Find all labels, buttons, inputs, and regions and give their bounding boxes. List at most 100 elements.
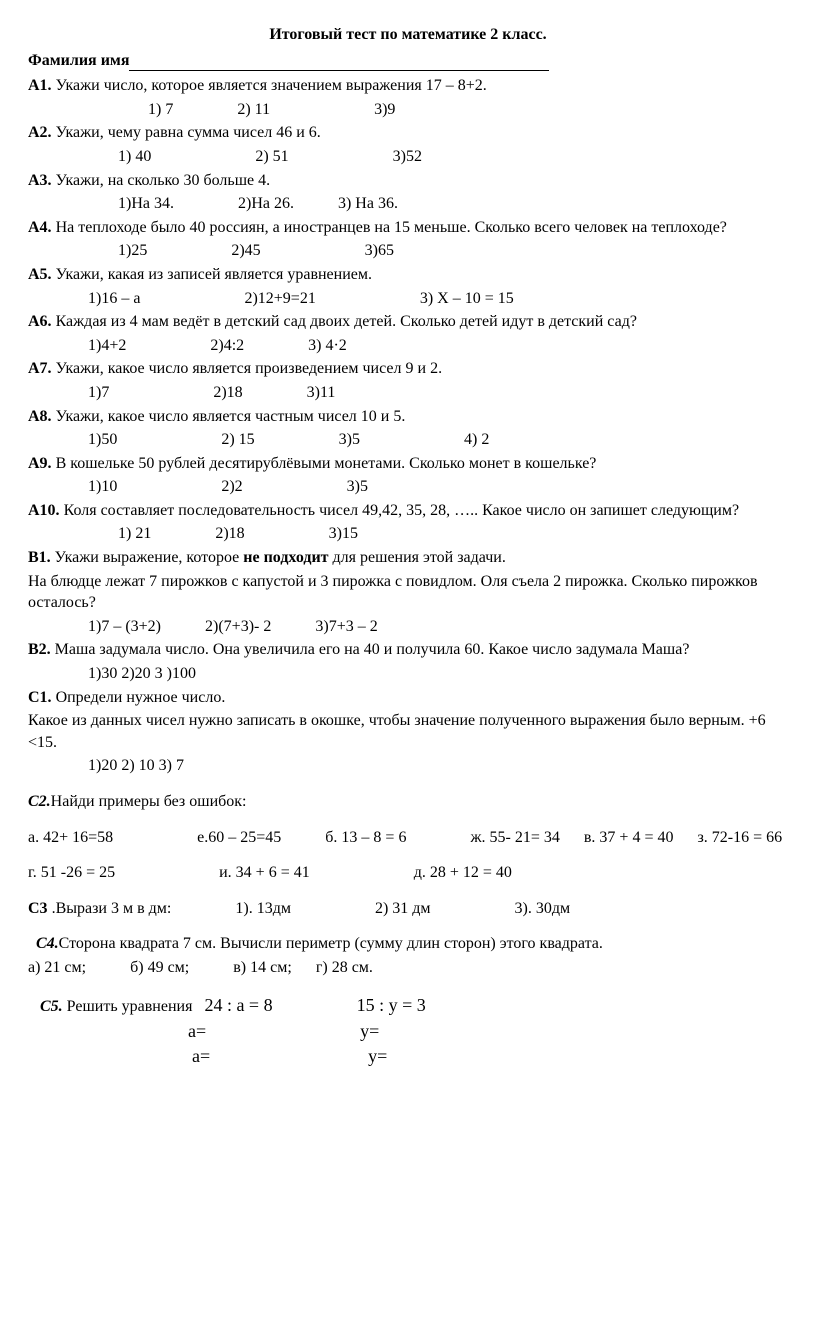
a6-o2: 2)4:2	[210, 337, 244, 354]
a8-o2: 2) 15	[221, 431, 254, 448]
c2-e: е.60 – 25=45	[197, 829, 281, 846]
a1-o1: 1) 7	[148, 101, 173, 118]
q-a5: А5. Укажи, какая из записей является ура…	[28, 264, 788, 286]
c2-a: а. 42+ 16=58	[28, 829, 113, 846]
q-a8-text: Укажи, какое число является частным чисе…	[52, 408, 406, 425]
q-a6-text: Каждая из 4 мам ведёт в детский сад двои…	[52, 313, 637, 330]
q-a6: А6. Каждая из 4 мам ведёт в детский сад …	[28, 311, 788, 333]
a8-o1: 1)50	[88, 431, 117, 448]
name-underline[interactable]	[129, 70, 549, 71]
c5-y1: y=	[360, 1021, 379, 1041]
c2-zh: ж. 55- 21= 34	[470, 829, 559, 846]
c3-o3: 3). 30дм	[515, 900, 571, 917]
q-a1-opts: 1) 7 2) 11 3)9	[148, 99, 788, 121]
q-a9: А9. В кошельке 50 рублей десятирублёвыми…	[28, 453, 788, 475]
q-a2-label: А2.	[28, 124, 52, 141]
a9-o1: 1)10	[88, 478, 117, 495]
q-c5: С5. Решить уравнения 24 : a = 8 15 : y =…	[28, 993, 788, 1018]
c3-o1: 1). 13дм	[235, 900, 291, 917]
a5-o1: 1)16 – a	[88, 290, 140, 307]
q-b1-t3: для решения этой задачи.	[329, 549, 506, 566]
a2-o1: 1) 40	[118, 148, 151, 165]
q-a5-opts: 1)16 – a 2)12+9=21 3) Х – 10 = 15	[88, 288, 788, 310]
c2-d: д. 28 + 12 = 40	[414, 864, 512, 881]
q-c1: С1. Определи нужное число.	[28, 687, 788, 709]
a10-o1: 1) 21	[118, 525, 151, 542]
a7-o1: 1)7	[88, 384, 109, 401]
q-c5-label: С5.	[40, 998, 63, 1015]
c2-i: и. 34 + 6 = 41	[219, 864, 310, 881]
q-c4-text: Сторона квадрата 7 см. Вычисли периметр …	[59, 935, 603, 952]
q-a6-label: А6.	[28, 313, 52, 330]
b1-o3: 3)7+3 – 2	[315, 618, 377, 635]
q-a10-label: А10.	[28, 502, 60, 519]
q-c2: С2.Найди примеры без ошибок:	[28, 791, 788, 813]
c2-z: з. 72-16 = 66	[697, 829, 782, 846]
c5-row2: a= y=	[188, 1044, 788, 1069]
q-a4-text: На теплоходе было 40 россиян, а иностран…	[52, 219, 727, 236]
q-c2-row2: г. 51 -26 = 25 и. 34 + 6 = 41 д. 28 + 12…	[28, 862, 788, 884]
q-a1-label: А1.	[28, 77, 52, 94]
c2-v: в. 37 + 4 = 40	[584, 829, 674, 846]
c5-a2: a=	[192, 1046, 210, 1066]
q-c2-label: С2.	[28, 793, 51, 810]
c5-row1: a= y=	[188, 1019, 788, 1044]
q-b2-opts: 1)30 2)20 3 )100	[88, 663, 788, 685]
q-a8-label: А8.	[28, 408, 52, 425]
b1-o1: 1)7 – (3+2)	[88, 618, 161, 635]
q-c4-opts: а) 21 см; б) 49 см; в) 14 см; г) 28 см.	[28, 957, 788, 979]
a9-o2: 2)2	[221, 478, 242, 495]
b1-o2: 2)(7+3)- 2	[205, 618, 271, 635]
q-a10: А10. Коля составляет последовательность …	[28, 500, 788, 522]
a9-o3: 3)5	[347, 478, 368, 495]
q-a8: А8. Укажи, какое число является частным …	[28, 406, 788, 428]
q-c1-label: С1.	[28, 689, 52, 706]
a2-o3: 3)52	[393, 148, 422, 165]
q-c3: С3 .Вырази 3 м в дм: 1). 13дм 2) 31 дм 3…	[28, 898, 788, 920]
a6-o1: 1)4+2	[88, 337, 126, 354]
q-b2-text: Маша задумала число. Она увеличила его н…	[51, 641, 690, 658]
q-c1-opts: 1)20 2) 10 3) 7	[88, 755, 788, 777]
q-c5-text: Решить уравнения	[63, 998, 193, 1015]
q-a6-opts: 1)4+2 2)4:2 3) 4·2	[88, 335, 788, 357]
q-b2: B2. Маша задумала число. Она увеличила е…	[28, 639, 788, 661]
q-a9-text: В кошельке 50 рублей десятирублёвыми мон…	[52, 455, 597, 472]
q-a2-opts: 1) 40 2) 51 3)52	[118, 146, 788, 168]
q-c2-row1: а. 42+ 16=58 е.60 – 25=45 б. 13 – 8 = 6 …	[28, 827, 788, 849]
a1-o2: 2) 11	[237, 101, 270, 118]
a1-o3: 3)9	[374, 101, 395, 118]
q-b1-line2: На блюдце лежат 7 пирожков с капустой и …	[28, 571, 788, 614]
q-b1-t1: Укажи выражение, которое	[55, 549, 244, 566]
q-c3-text: .Вырази 3 м в дм:	[48, 900, 172, 917]
q-a2-text: Укажи, чему равна сумма чисел 46 и 6.	[52, 124, 321, 141]
q-a3-text: Укажи, на сколько 30 больше 4.	[52, 172, 271, 189]
q-b1: B1. Укажи выражение, которое не подходит…	[28, 547, 788, 569]
q-a9-label: А9.	[28, 455, 52, 472]
a2-o2: 2) 51	[255, 148, 288, 165]
q-a5-text: Укажи, какая из записей является уравнен…	[52, 266, 372, 283]
a8-o4: 4) 2	[464, 431, 489, 448]
name-label: Фамилия имя	[28, 52, 129, 69]
c5-eq1: 24 : a = 8	[204, 995, 272, 1015]
a3-o1: 1)На 34.	[118, 195, 174, 212]
name-row: Фамилия имя	[28, 50, 788, 72]
a4-o1: 1)25	[118, 242, 147, 259]
q-c1-t1: Определи нужное число.	[52, 689, 226, 706]
q-a4: А4. На теплоходе было 40 россиян, а инос…	[28, 217, 788, 239]
q-a4-label: А4.	[28, 219, 52, 236]
q-a7-label: А7.	[28, 360, 52, 377]
q-a10-text: Коля составляет последовательность чисел…	[60, 502, 740, 519]
a10-o3: 3)15	[329, 525, 358, 542]
c4-g: г) 28 см.	[316, 959, 373, 976]
a3-o2: 2)На 26.	[238, 195, 294, 212]
q-a7-text: Укажи, какое число является произведение…	[52, 360, 443, 377]
q-a9-opts: 1)10 2)2 3)5	[88, 476, 788, 498]
a4-o2: 2)45	[231, 242, 260, 259]
q-a1-text: Укажи число, которое является значением …	[52, 77, 487, 94]
a10-o2: 2)18	[215, 525, 244, 542]
q-a7-opts: 1)7 2)18 3)11	[88, 382, 788, 404]
q-a10-opts: 1) 21 2)18 3)15	[118, 523, 788, 545]
c5-eq2: 15 : y = 3	[357, 995, 426, 1015]
q-a1: А1. Укажи число, которое является значен…	[28, 75, 788, 97]
a5-o2: 2)12+9=21	[244, 290, 315, 307]
